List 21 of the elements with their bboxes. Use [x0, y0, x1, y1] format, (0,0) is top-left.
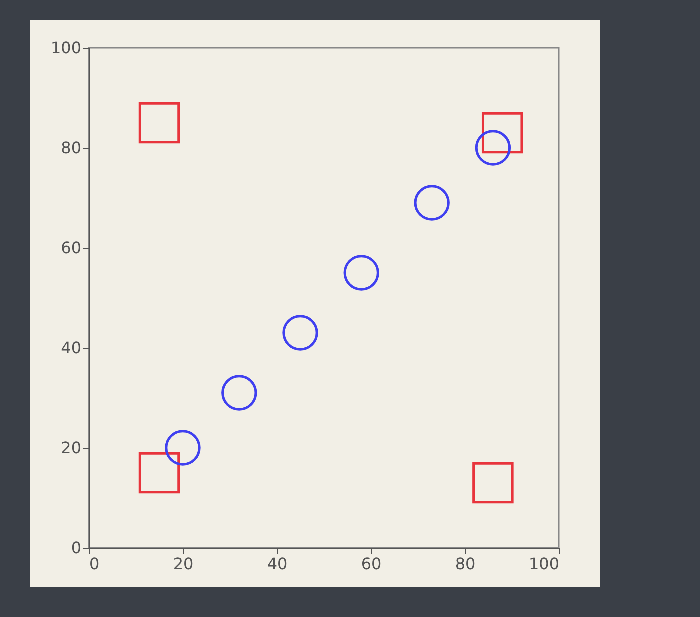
x-tick-label: 60 — [361, 554, 382, 574]
point — [138, 102, 180, 144]
y-tick-label: 40 — [61, 338, 82, 358]
y-tick-label: 60 — [61, 238, 82, 258]
point — [344, 255, 380, 291]
point — [282, 315, 318, 351]
point — [472, 462, 514, 504]
x-tick-label: 0 — [90, 554, 100, 574]
x-tick-label: 40 — [267, 554, 288, 574]
y-tick-label: 100 — [50, 38, 82, 58]
point — [222, 375, 258, 411]
y-tick-label: 20 — [61, 438, 82, 458]
point — [165, 430, 201, 466]
y-tick-label: 80 — [61, 138, 82, 158]
x-tick-label: 100 — [528, 554, 560, 574]
point — [138, 452, 180, 494]
point — [414, 185, 450, 221]
x-tick-label: 20 — [173, 554, 194, 574]
point — [482, 112, 524, 154]
x-tick-label: 80 — [455, 554, 476, 574]
y-tick-label: 0 — [71, 538, 82, 558]
